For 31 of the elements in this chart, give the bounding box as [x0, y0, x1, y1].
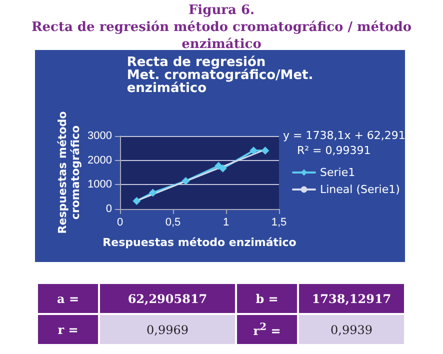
- text: 1738,12917: [299, 284, 404, 313]
- x-tick-label: 1,5: [271, 216, 287, 228]
- text: Recta de regresión Met. cromatográfico/Met. enzimático: [126, 55, 314, 96]
- point: [182, 177, 190, 186]
- text: R² = 0,99391: [297, 144, 371, 157]
- x-tick-label: 0,5: [165, 216, 181, 228]
- y-axis-title: Respuestas método cromatográfico: [56, 110, 82, 234]
- text: a =: [38, 284, 98, 313]
- text: r =: [38, 315, 98, 344]
- text: b =: [237, 284, 297, 313]
- point: [218, 164, 227, 172]
- y-tick-label: 2000: [88, 154, 112, 166]
- x-tick-label: 1: [222, 216, 230, 228]
- y-tick-label: 0: [106, 203, 112, 215]
- legend-label: Lineal (Serie1): [320, 183, 400, 196]
- chart-subtitle: Recta de regresión método cromatográfico / método enzimático: [30, 19, 412, 53]
- point: [132, 196, 141, 205]
- legend-label: Serie1: [320, 166, 356, 179]
- text: y = 1738,1x + 62,291: [283, 129, 406, 142]
- y-tick-label: 1000: [88, 178, 112, 191]
- text: r$^{2}$ =: [237, 315, 297, 344]
- chart-title: Figura 6.: [187, 2, 256, 19]
- y-tick-label: 3000: [88, 130, 112, 142]
- text: 0,9939: [299, 315, 404, 344]
- point: [261, 146, 270, 155]
- point: [250, 146, 258, 155]
- x-tick-label: 0: [116, 216, 124, 228]
- point: [148, 188, 157, 197]
- text: 0,9969: [100, 315, 235, 344]
- text: 62,2905817: [100, 284, 235, 313]
- x-axis-title: Respuestas método enzimático: [102, 236, 297, 249]
